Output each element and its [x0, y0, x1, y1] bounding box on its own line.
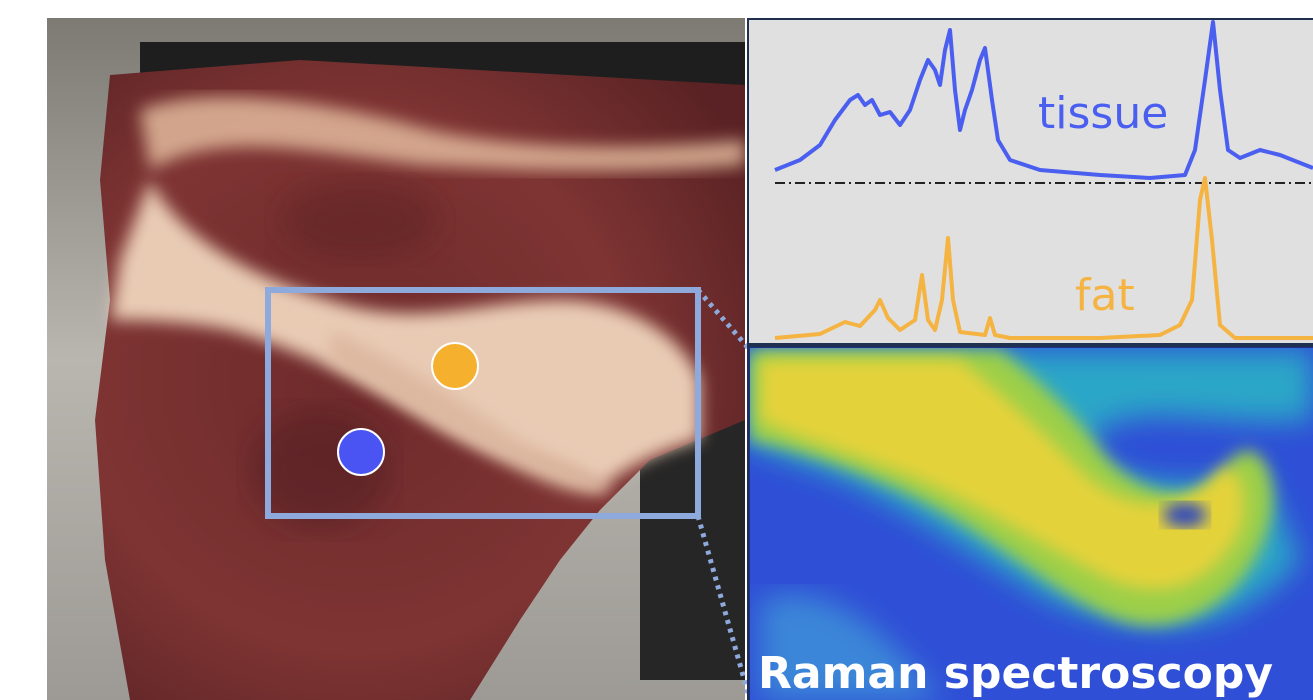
meat-photo	[47, 18, 760, 700]
spectra-panel	[748, 19, 1313, 344]
tissue-point	[338, 429, 384, 475]
spectrum-label: fat	[1075, 270, 1135, 321]
image-caption: Raman spectroscopy	[758, 648, 1273, 699]
page: tissue fat Raman spectroscopy (() => { c…	[0, 0, 1313, 700]
spectrum-label: tissue	[1038, 88, 1168, 139]
fat-point	[432, 343, 478, 389]
figure: tissue fat Raman spectroscopy	[0, 0, 1313, 700]
